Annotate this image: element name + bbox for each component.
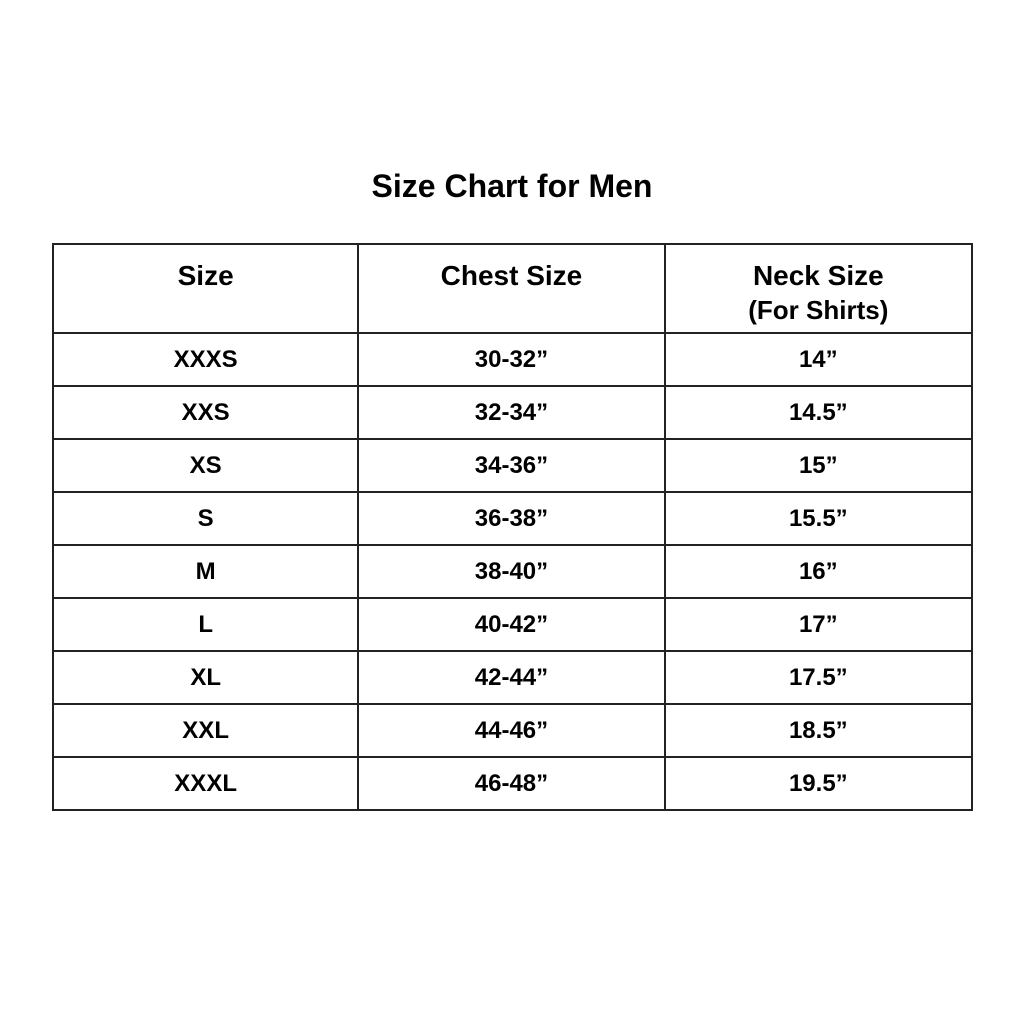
size-cell: L <box>51 597 360 652</box>
size-cell: S <box>51 491 360 546</box>
header-size: Size <box>51 243 360 334</box>
neck-cell: 15.5” <box>663 491 974 546</box>
size-chart-table: Size Chest Size Neck Size (For Shirts) XX… <box>51 243 974 811</box>
chest-cell: 40-42” <box>357 597 666 652</box>
neck-cell: 14.5” <box>663 385 974 440</box>
header-sublabel: (For Shirts) <box>748 295 889 325</box>
size-cell: XXXL <box>51 756 360 811</box>
chest-cell: 42-44” <box>357 650 666 705</box>
neck-cell: 19.5” <box>663 756 974 811</box>
header-label: Size <box>177 260 234 291</box>
table-row: XS 34-36” 15” <box>51 438 974 493</box>
size-cell: XXXS <box>51 332 360 387</box>
size-cell: XXL <box>51 703 360 758</box>
table-row: XXXS 30-32” 14” <box>51 332 974 387</box>
neck-cell: 18.5” <box>663 703 974 758</box>
table-row: XL 42-44” 17.5” <box>51 650 974 705</box>
neck-cell: 17” <box>663 597 974 652</box>
table-row: S 36-38” 15.5” <box>51 491 974 546</box>
table-row: XXS 32-34” 14.5” <box>51 385 974 440</box>
chest-cell: 36-38” <box>357 491 666 546</box>
chest-cell: 34-36” <box>357 438 666 493</box>
table-row: XXL 44-46” 18.5” <box>51 703 974 758</box>
page-title: Size Chart for Men <box>371 168 653 204</box>
neck-cell: 15” <box>663 438 974 493</box>
header-label: Neck Size <box>752 260 884 291</box>
chest-cell: 30-32” <box>357 332 666 387</box>
table-row: L 40-42” 17” <box>51 597 974 652</box>
neck-cell: 16” <box>663 544 974 599</box>
header-neck: Neck Size (For Shirts) <box>663 243 974 334</box>
table-row: XXXL 46-48” 19.5” <box>51 756 974 811</box>
size-cell: XS <box>51 438 360 493</box>
header-row: Size Chest Size Neck Size (For Shirts) <box>51 243 974 334</box>
chest-cell: 32-34” <box>357 385 666 440</box>
size-cell: M <box>51 544 360 599</box>
size-cell: XL <box>51 650 360 705</box>
neck-cell: 17.5” <box>663 650 974 705</box>
chest-cell: 38-40” <box>357 544 666 599</box>
table-row: M 38-40” 16” <box>51 544 974 599</box>
header-label: Chest Size <box>440 260 583 291</box>
chest-cell: 44-46” <box>357 703 666 758</box>
chest-cell: 46-48” <box>357 756 666 811</box>
neck-cell: 14” <box>663 332 974 387</box>
header-chest: Chest Size <box>357 243 666 334</box>
size-cell: XXS <box>51 385 360 440</box>
